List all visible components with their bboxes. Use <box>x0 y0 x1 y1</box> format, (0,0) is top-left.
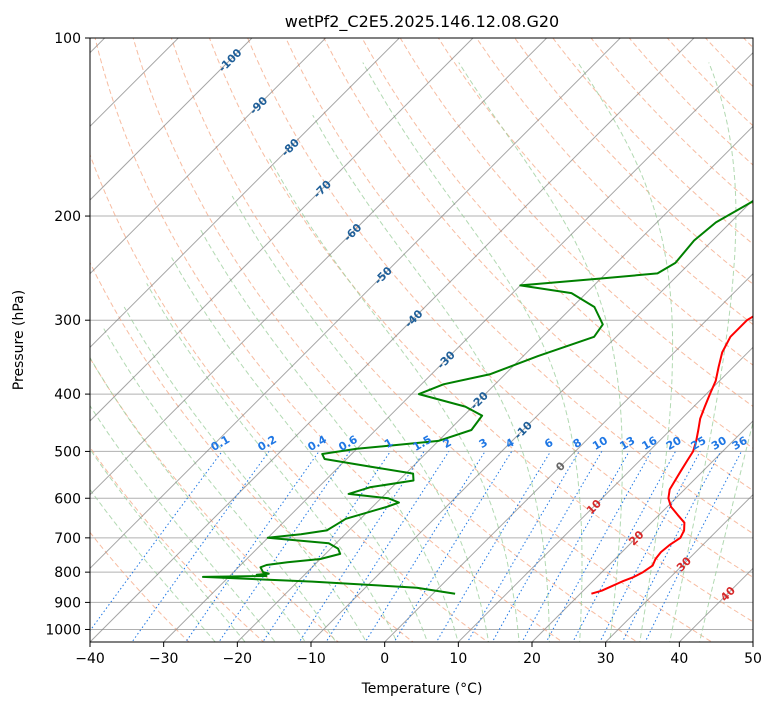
y-tick-label: 1000 <box>45 622 81 638</box>
y-tick-label: 100 <box>54 31 81 47</box>
y-tick-label: 500 <box>54 444 81 460</box>
y-tick-label: 900 <box>54 595 81 611</box>
y-tick-label: 800 <box>54 565 81 581</box>
x-tick-label: −30 <box>149 651 179 667</box>
y-tick-label: 300 <box>54 313 81 329</box>
chart-title: wetPf2_C2E5.2025.146.12.08.G20 <box>285 12 559 32</box>
x-tick-label: 10 <box>449 651 467 667</box>
x-tick-label: 20 <box>523 651 541 667</box>
y-axis-label: Pressure (hPa) <box>11 290 27 390</box>
y-tick-label: 400 <box>54 387 81 403</box>
y-tick-label: 700 <box>54 531 81 547</box>
y-tick-label: 600 <box>54 491 81 507</box>
x-tick-label: −40 <box>75 651 105 667</box>
x-tick-label: 0 <box>380 651 389 667</box>
x-axis-label: Temperature (°C) <box>361 681 483 697</box>
x-tick-label: 50 <box>744 651 762 667</box>
y-tick-label: 200 <box>54 209 81 225</box>
x-tick-label: 30 <box>597 651 615 667</box>
x-tick-label: −20 <box>223 651 253 667</box>
x-tick-label: 40 <box>670 651 688 667</box>
x-tick-label: −10 <box>296 651 326 667</box>
